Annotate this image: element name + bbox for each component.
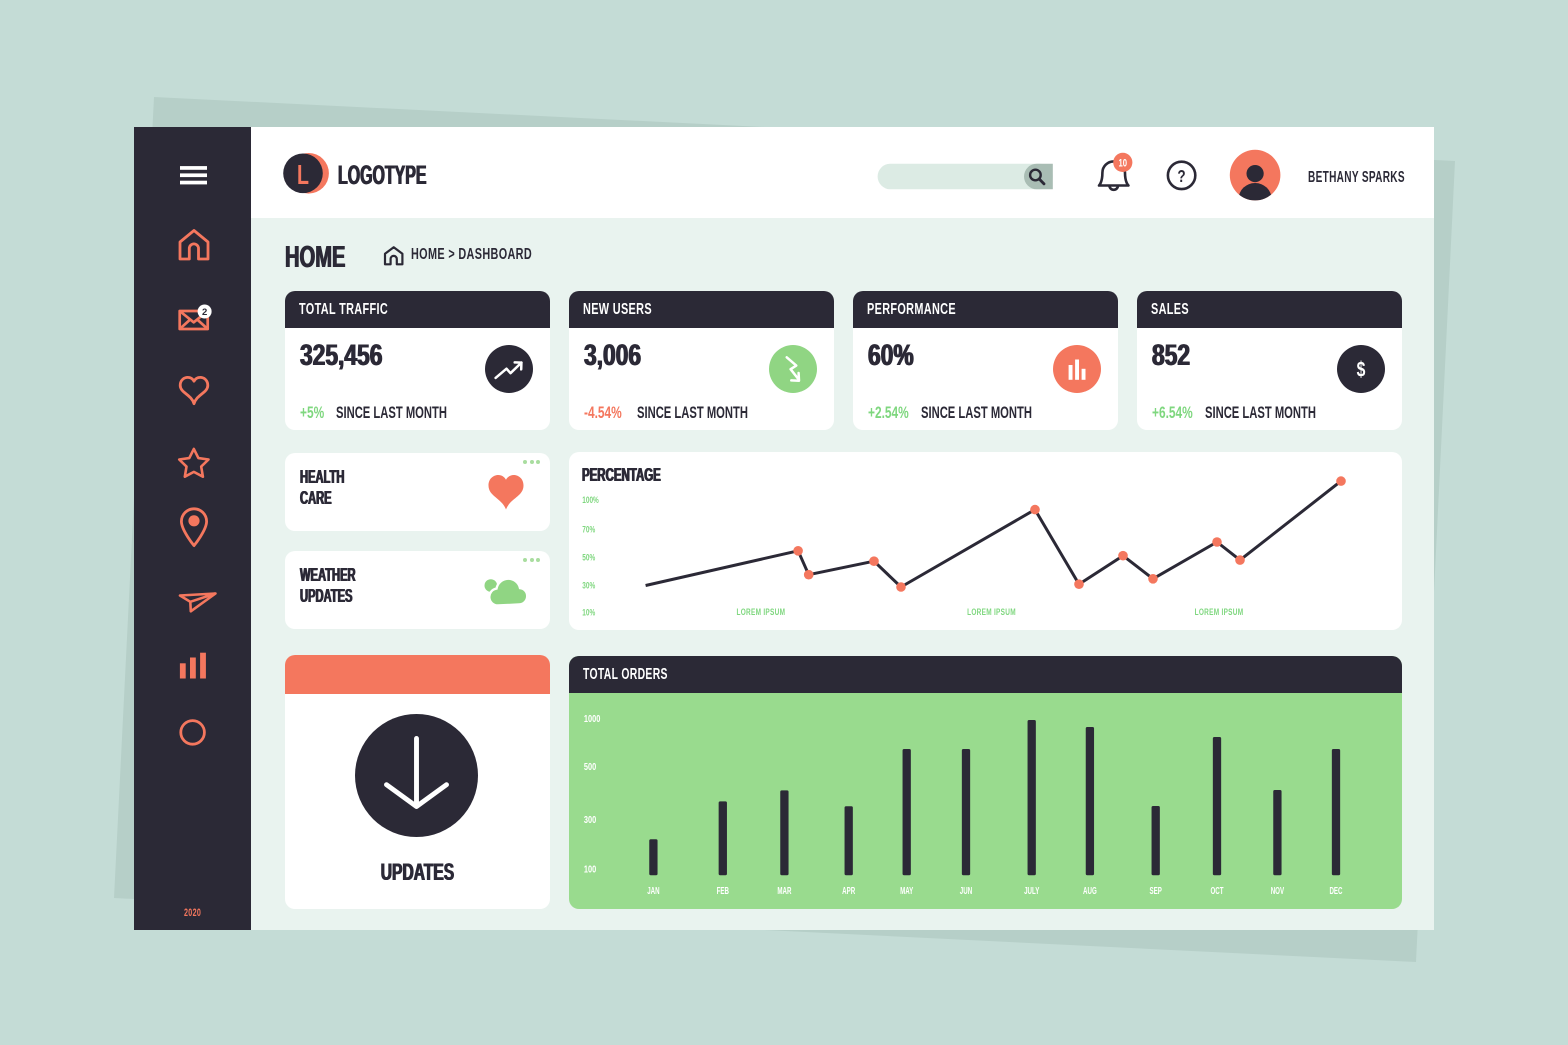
svg-text:500: 500 xyxy=(584,761,596,772)
svg-text:1000: 1000 xyxy=(584,713,600,724)
svg-text:L: L xyxy=(297,160,309,191)
svg-text:AUG: AUG xyxy=(1083,884,1097,896)
svg-text:2: 2 xyxy=(202,307,207,318)
svg-text:$: $ xyxy=(1357,357,1366,381)
svg-text:JULY: JULY xyxy=(1024,884,1040,896)
svg-text:30%: 30% xyxy=(582,580,595,590)
svg-text:FEB: FEB xyxy=(717,884,729,896)
svg-text:2020: 2020 xyxy=(184,907,201,919)
svg-text:LOREM IPSUM: LOREM IPSUM xyxy=(1195,607,1244,617)
svg-text:SEP: SEP xyxy=(1150,884,1163,896)
svg-text:70%: 70% xyxy=(582,525,595,535)
svg-text:OCT: OCT xyxy=(1210,884,1223,896)
svg-text:MAY: MAY xyxy=(900,884,914,896)
svg-text:BETHANY SPARKS: BETHANY SPARKS xyxy=(1308,168,1405,186)
svg-text:MAR: MAR xyxy=(777,884,791,896)
svg-text:?: ? xyxy=(1177,167,1185,186)
svg-text:100: 100 xyxy=(584,863,596,874)
svg-text:LOREM IPSUM: LOREM IPSUM xyxy=(736,607,785,617)
svg-text:300: 300 xyxy=(584,814,596,825)
svg-text:10%: 10% xyxy=(582,607,595,617)
svg-text:10: 10 xyxy=(1118,157,1127,170)
svg-text:LOREM IPSUM: LOREM IPSUM xyxy=(967,607,1016,617)
svg-text:DEC: DEC xyxy=(1329,884,1342,896)
svg-text:APR: APR xyxy=(842,884,855,896)
svg-text:NOV: NOV xyxy=(1271,884,1285,896)
svg-text:JAN: JAN xyxy=(647,884,659,896)
svg-text:50%: 50% xyxy=(582,552,595,562)
svg-text:100%: 100% xyxy=(582,495,599,505)
svg-text:JUN: JUN xyxy=(960,884,972,896)
